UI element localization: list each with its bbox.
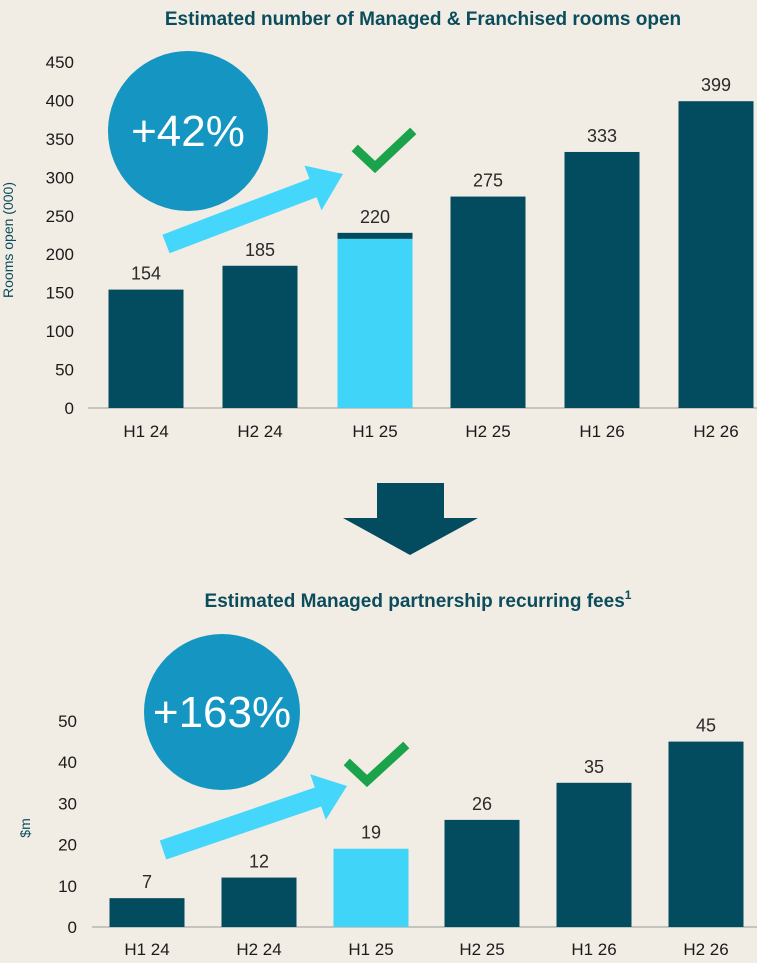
fees-y-tick-label: 0: [68, 918, 77, 937]
category-label: H2 24: [237, 422, 282, 441]
rooms-y-tick-label: 150: [46, 284, 74, 303]
data-label: 154: [131, 264, 161, 284]
data-label: 45: [696, 716, 716, 736]
rooms-growth-badge: [108, 51, 268, 211]
rooms-growth-badge-text: +42%: [131, 107, 245, 156]
category-label: H1 26: [579, 422, 624, 441]
category-label: H2 25: [459, 940, 504, 959]
category-label: H2 25: [465, 422, 510, 441]
data-label: 185: [245, 240, 275, 260]
bar-h1-26: [564, 151, 640, 408]
data-label: 220: [360, 207, 390, 227]
data-label: 333: [587, 126, 617, 146]
category-label: H1 26: [571, 940, 616, 959]
fees-chart: Estimated Managed partnership recurring …: [17, 588, 757, 959]
bar-h1-25: [337, 238, 413, 408]
data-label: 7: [142, 872, 152, 892]
rooms-y-tick-label: 200: [46, 245, 74, 264]
rooms-chart: Estimated number of Managed & Franchised…: [0, 9, 757, 441]
growth-arrow-icon: [159, 774, 347, 860]
bar-h1-25: [333, 848, 409, 927]
growth-arrow-icon: [162, 165, 343, 254]
fees-y-tick-label: 40: [58, 753, 77, 772]
bar-h1-24: [109, 898, 185, 927]
data-label: 12: [249, 852, 269, 872]
rooms-y-tick-label: 250: [46, 207, 74, 226]
data-label: 35: [584, 757, 604, 777]
fees-y-tick-label: 30: [58, 794, 77, 813]
data-label: 275: [473, 171, 503, 191]
bar-cap: [337, 232, 413, 239]
rooms-y-tick-label: 50: [55, 361, 74, 380]
fees-chart-title-text: Estimated Managed partnership recurring …: [205, 591, 625, 612]
rooms-y-tick-label: 400: [46, 91, 74, 110]
data-label: 399: [701, 75, 731, 95]
checkmark-icon: [351, 127, 417, 174]
category-label: H1 24: [124, 940, 169, 959]
bar-h2-26: [678, 101, 754, 409]
category-label: H2 26: [683, 940, 728, 959]
fees-chart-y-axis-label: $m: [17, 818, 33, 837]
fees-growth-badge: [144, 634, 300, 790]
fees-chart-title-footnote: 1: [625, 588, 632, 602]
data-label: 26: [472, 794, 492, 814]
rooms-y-tick-label: 0: [65, 399, 74, 418]
fees-chart-title: Estimated Managed partnership recurring …: [205, 588, 632, 612]
category-label: H2 24: [236, 940, 281, 959]
fees-growth-badge-text: +163%: [153, 688, 291, 737]
bar-h2-25: [444, 819, 520, 927]
rooms-y-tick-label: 450: [46, 53, 74, 72]
rooms-y-tick-label: 100: [46, 322, 74, 341]
bar-h1-26: [556, 782, 632, 927]
rooms-y-tick-label: 300: [46, 168, 74, 187]
fees-y-tick-label: 10: [58, 877, 77, 896]
rooms-chart-title: Estimated number of Managed & Franchised…: [165, 9, 681, 30]
bar-h2-24: [221, 877, 297, 927]
down-arrow-icon: [343, 483, 478, 555]
bar-h2-24: [222, 265, 298, 408]
checkmark-icon: [343, 741, 410, 788]
data-label: 19: [361, 823, 381, 843]
fees-y-tick-label: 20: [58, 836, 77, 855]
category-label: H1 25: [352, 422, 397, 441]
category-label: H2 26: [693, 422, 738, 441]
bar-h1-24: [108, 289, 184, 408]
rooms-y-tick-label: 350: [46, 130, 74, 149]
rooms-chart-y-axis-label: Rooms open (000): [0, 182, 16, 298]
fees-y-tick-label: 50: [58, 712, 77, 731]
bar-h2-26: [668, 741, 744, 927]
category-label: H1 25: [348, 940, 393, 959]
bar-h2-25: [450, 196, 526, 408]
category-label: H1 24: [123, 422, 168, 441]
